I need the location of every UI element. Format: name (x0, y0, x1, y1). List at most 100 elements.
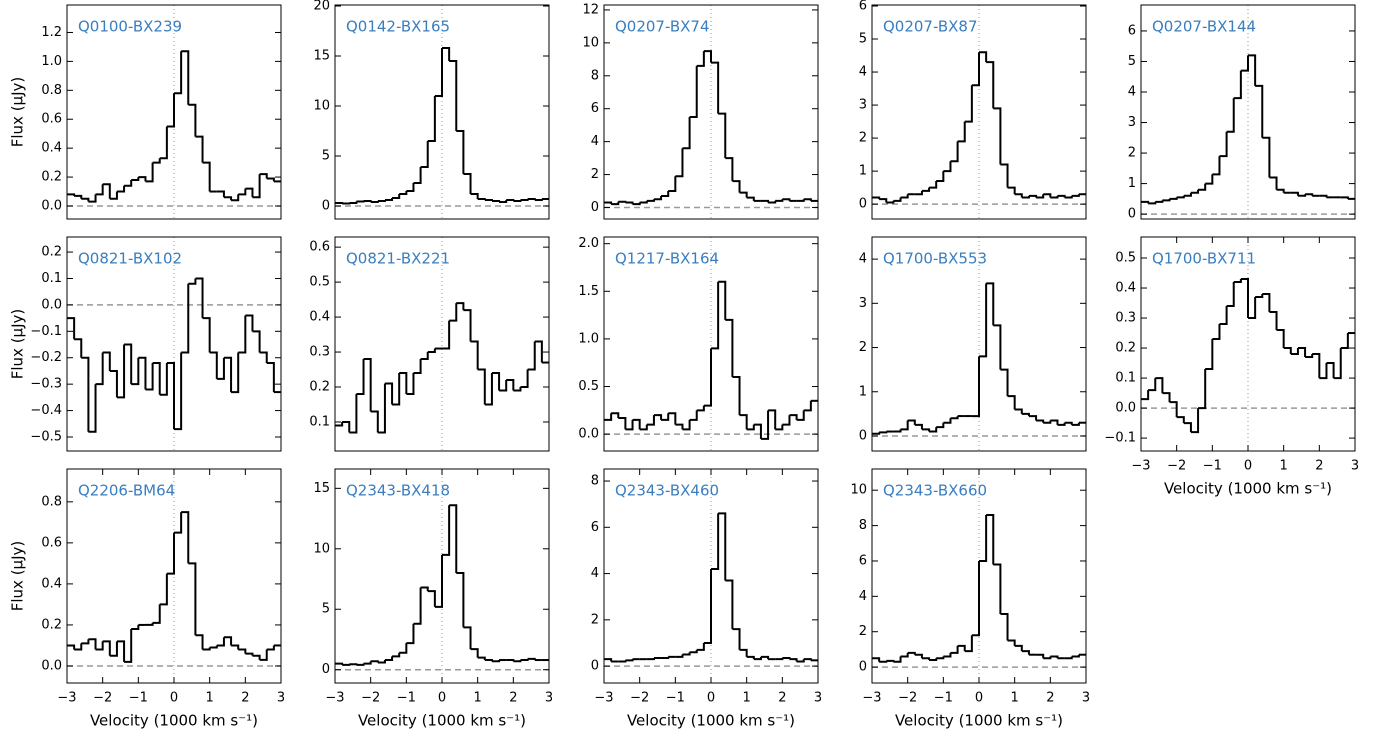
y-tick-label: 0.2 (41, 170, 62, 185)
spectrum-step (1198, 369, 1207, 410)
y-tick-label: 15 (313, 49, 330, 64)
spectrum-step (202, 647, 211, 651)
spectrum-step (470, 193, 479, 199)
spectrum-step (796, 410, 805, 421)
spectrum-step (202, 161, 211, 192)
spectrum-step (1248, 297, 1257, 320)
spectrum-step (1183, 422, 1192, 433)
spectrum-step (377, 200, 386, 202)
spectrum-step (971, 52, 980, 87)
spectrum-step (166, 532, 175, 575)
spectrum-step (138, 356, 147, 390)
spectrum-step (442, 505, 451, 556)
spectrum-step (879, 431, 888, 434)
spectrum-step (936, 656, 945, 660)
spectrum-step (231, 194, 240, 202)
y-tick-label: 0 (322, 199, 330, 214)
spectrum-step (252, 174, 261, 199)
spectrum-step (753, 656, 762, 661)
spectrum-step (929, 427, 938, 433)
y-tick-label: 0.3 (309, 345, 330, 360)
spectrum-step (145, 363, 154, 391)
spectrum-step (703, 568, 712, 644)
x-tick-label: 0 (170, 691, 178, 706)
spectrum-step (746, 424, 755, 431)
y-tick-label: 4 (1128, 85, 1136, 100)
x-tick-label: −2 (93, 691, 112, 706)
spectrum-step (1050, 419, 1059, 425)
spectrum-step (449, 504, 458, 573)
y-tick-label: −0.5 (30, 429, 62, 444)
plot-area (67, 237, 281, 451)
panel: 0.1 0.2 0.3 0.4 0.5 0.6 Q0821-BX221 (309, 236, 550, 452)
panel: 0.0 0.5 1.0 1.5 2.0 Q1217-BX164 (578, 236, 819, 452)
spectrum-step (1183, 192, 1192, 197)
plot-area (335, 469, 549, 683)
spectrum-step (420, 141, 429, 168)
spectrum-step (470, 648, 479, 658)
spectrum-step (1319, 363, 1328, 380)
y-tick-label: 2 (591, 167, 599, 182)
spectrum-step (363, 661, 372, 665)
y-tick-label: 2 (859, 624, 867, 639)
spectrum-step (1064, 195, 1073, 199)
spectrum-step (1036, 194, 1045, 199)
y-tick-label: 8 (859, 518, 867, 533)
spectrum-step (427, 96, 436, 142)
y-tick-label: 0.1 (1115, 371, 1136, 386)
y-tick-label: 0 (1128, 207, 1136, 222)
spectrum-step (520, 199, 529, 201)
spectrum-step (1333, 348, 1342, 380)
x-tick-label: 2 (778, 691, 786, 706)
y-tick-label: 0 (322, 662, 330, 677)
spectrum-step (661, 191, 670, 197)
spectrum-step (1155, 200, 1164, 203)
spectrum-step (266, 362, 275, 393)
panel: 0 1 2 3 4 Q1700-BX553 (859, 236, 1087, 452)
panel: 0 5 10 15 20 Q0142-BX165 (313, 0, 550, 220)
spectrum-step (520, 369, 529, 389)
spectrum-step (914, 190, 923, 196)
spectrum-step (181, 283, 190, 354)
spectrum-step (739, 414, 748, 430)
spectrum-step (342, 420, 351, 433)
y-tick-label: 3 (859, 296, 867, 311)
spectrum-step (484, 373, 493, 406)
spectrum-step (1212, 156, 1221, 176)
panel: 0.0 0.2 0.4 0.6 0.8 −3 −2 −1 0 1 2 3 Q2206-BM64 Veloc… (9, 468, 285, 730)
spectrum-step (1290, 348, 1299, 356)
y-tick-label: 2.0 (578, 236, 599, 251)
spectrum-step (231, 352, 240, 394)
spectrum-step (499, 380, 508, 392)
spectrum-step (760, 199, 770, 203)
spectrum-step (872, 657, 881, 662)
spectrum-step (356, 663, 365, 666)
spectrum-step (1007, 395, 1016, 410)
spectrum-step (370, 660, 379, 663)
spectrum-step (484, 199, 493, 201)
panel-title: Q0207-BX144 (1152, 18, 1256, 36)
spectrum-step (1050, 655, 1059, 659)
spectrum-step (1148, 378, 1157, 392)
spectrum-step (979, 51, 988, 63)
x-tick-label: 3 (1082, 691, 1090, 706)
spectrum-step (152, 158, 161, 164)
spectrum-step (675, 423, 684, 430)
spectrum-step (195, 277, 204, 319)
spectrum-step (238, 188, 247, 196)
spectrum-step (775, 199, 784, 202)
spectrum-step (1240, 55, 1249, 72)
spectrum-step (527, 657, 536, 661)
x-tick-label: 2 (1046, 691, 1054, 706)
spectrum-step (1326, 362, 1335, 379)
spectrum-step (1000, 368, 1009, 397)
spectrum-step (957, 644, 966, 652)
plot-area (604, 5, 818, 219)
spectrum-step (711, 513, 720, 570)
spectrum-step (618, 200, 627, 203)
spectrum-step (384, 382, 394, 405)
y-tick-label: 3 (1128, 115, 1136, 130)
spectrum-step (886, 659, 895, 662)
spectrum-step (782, 657, 791, 660)
